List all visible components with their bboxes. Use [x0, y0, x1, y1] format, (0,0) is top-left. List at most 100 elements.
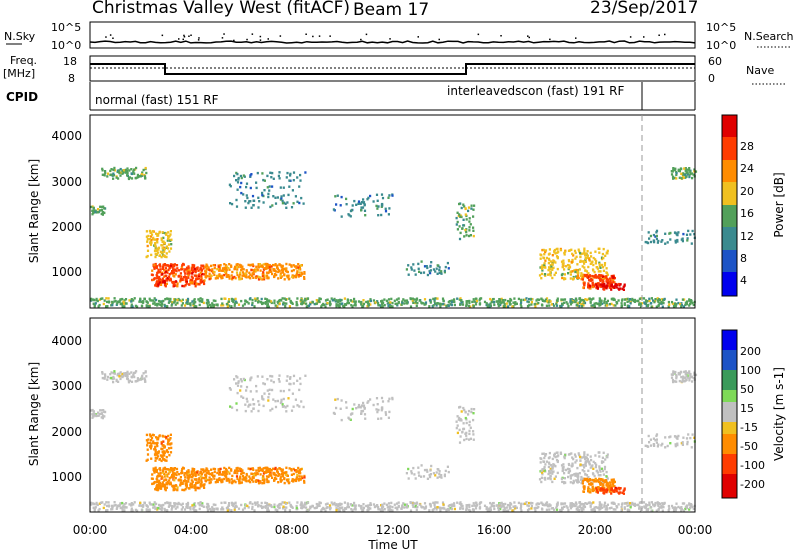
velocity-cell	[381, 509, 384, 512]
power-cell	[293, 265, 297, 268]
velocity-cell	[603, 505, 606, 508]
power-cell	[583, 266, 586, 269]
power-cell	[189, 282, 192, 285]
power-cell	[128, 299, 131, 302]
power-cell	[579, 255, 582, 259]
velocity-cell	[650, 506, 653, 509]
power-cell	[238, 278, 241, 281]
velocity-cell	[585, 474, 589, 477]
power-cell	[680, 172, 683, 175]
power-cell	[162, 299, 165, 303]
power-cell	[689, 172, 692, 176]
velocity-cell	[524, 502, 527, 505]
velocity-cell	[340, 418, 343, 422]
power-cell	[380, 193, 384, 196]
power-cell	[580, 277, 583, 281]
power-cell	[204, 272, 208, 275]
power-cell	[100, 212, 103, 216]
power-cell	[582, 273, 585, 276]
power-cell	[556, 297, 559, 300]
velocity-cell	[157, 455, 160, 458]
velocity-cell	[193, 478, 196, 481]
velocity-cell	[372, 403, 375, 407]
power-cell	[130, 168, 133, 171]
velocity-cell	[472, 502, 475, 505]
power-cell	[166, 239, 169, 242]
power-cell	[181, 267, 184, 271]
power-cell	[603, 262, 607, 265]
velocity-cell	[468, 420, 471, 424]
power-cell	[675, 172, 678, 175]
velocity-cell	[369, 507, 372, 510]
power-ytick-1000: 1000	[51, 265, 82, 279]
power-cell	[92, 302, 95, 305]
power-cell	[497, 302, 500, 306]
velocity-cell	[245, 397, 248, 401]
velocity-cell	[671, 373, 674, 376]
power-cell	[360, 201, 364, 204]
power-cell	[470, 204, 473, 207]
power-cell	[543, 265, 546, 268]
velocity-cell	[257, 400, 260, 403]
power-cell	[591, 260, 594, 263]
power-cell	[571, 252, 574, 256]
velocity-cell	[620, 503, 624, 506]
velocity-cell	[192, 473, 195, 476]
power-cell	[359, 202, 362, 205]
power-cell	[150, 299, 153, 302]
power-cell	[202, 267, 205, 270]
velocity-cell	[171, 505, 174, 508]
power-cell	[179, 277, 182, 281]
velocity-cell	[185, 503, 188, 506]
power-cell	[211, 270, 214, 274]
velocity-cell	[269, 409, 272, 412]
power-cell	[412, 298, 415, 301]
power-cell	[280, 268, 284, 272]
velocity-cell	[220, 501, 223, 505]
velocity-cell	[231, 480, 235, 483]
velocity-cell	[284, 406, 287, 409]
velocity-cell	[184, 472, 187, 475]
velocity-cell	[584, 478, 587, 481]
velocity-cell	[292, 472, 295, 476]
power-cell	[343, 297, 346, 300]
velocity-cell	[119, 371, 122, 374]
power-cell	[544, 273, 547, 276]
power-cell	[90, 298, 93, 301]
velocity-cell	[228, 502, 231, 505]
power-cell	[684, 173, 687, 176]
velocity-cell	[663, 501, 666, 505]
velocity-cell	[582, 477, 585, 480]
velocity-cell	[541, 502, 544, 506]
power-cell	[613, 281, 616, 284]
velocity-cell	[157, 472, 160, 475]
velocity-cell	[452, 503, 455, 506]
power-cell	[229, 202, 232, 205]
power-cell	[328, 300, 332, 303]
power-cell	[119, 174, 122, 177]
power-cell	[673, 304, 676, 308]
power-cell	[405, 301, 408, 305]
velocity-cell	[224, 472, 227, 475]
power-cell	[684, 303, 687, 307]
power-cell	[468, 299, 471, 303]
power-cell	[194, 269, 197, 272]
power-cell	[349, 209, 353, 213]
power-cell	[374, 301, 377, 304]
velocity-cell	[298, 405, 301, 408]
velocity-cell	[446, 465, 449, 468]
power-cell	[220, 304, 223, 307]
velocity-cell	[145, 508, 148, 511]
power-cell	[105, 305, 108, 308]
power-cell	[240, 181, 243, 185]
power-cell	[146, 240, 149, 243]
power-cell	[93, 305, 96, 308]
velocity-cell	[592, 479, 595, 482]
velocity-cell	[220, 508, 223, 511]
velocity-cell	[689, 376, 692, 379]
velocity-cell	[173, 479, 176, 482]
power-cell	[245, 194, 248, 197]
velocity-cell	[497, 506, 500, 510]
velocity-cell	[167, 468, 170, 471]
velocity-cell	[673, 508, 676, 512]
